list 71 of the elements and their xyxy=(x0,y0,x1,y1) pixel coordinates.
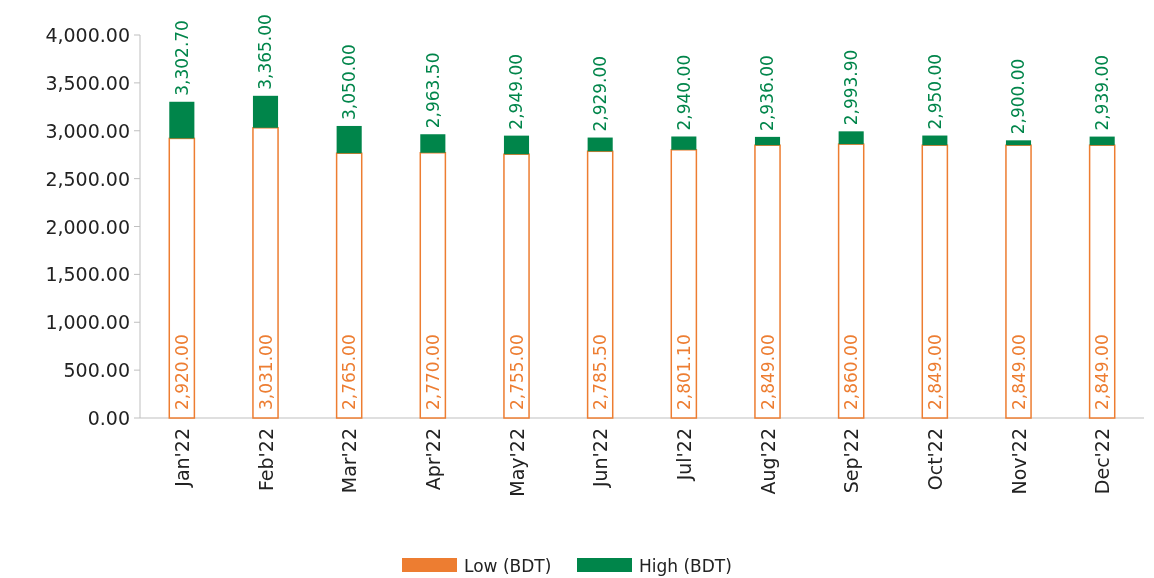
data-label: 2,860.00 xyxy=(841,334,862,410)
total-label: 2,993.90 xyxy=(841,49,862,126)
bar xyxy=(503,153,530,419)
bar xyxy=(419,152,447,419)
total-label: 2,950.00 xyxy=(924,53,945,130)
total-label: 2,936.00 xyxy=(757,55,778,131)
bar xyxy=(169,101,195,139)
bar xyxy=(754,144,781,419)
data-label: 2,801.10 xyxy=(673,334,694,410)
y-tick-label: 3,500.00 xyxy=(45,71,130,94)
bar xyxy=(586,150,614,419)
bar xyxy=(1088,144,1116,419)
data-label: 2,765.00 xyxy=(339,334,360,410)
bar xyxy=(922,135,948,146)
x-tick-label: Sep'22 xyxy=(840,428,863,494)
y-tick-label: 3,000.00 xyxy=(45,119,130,142)
data-label: 2,849.00 xyxy=(1092,334,1113,410)
bar xyxy=(670,149,698,419)
x-tick-label: Dec'22 xyxy=(1091,428,1114,495)
bar xyxy=(754,136,781,146)
y-tick-label: 2,000.00 xyxy=(45,215,130,238)
legend-label: High (BDT) xyxy=(639,556,732,576)
data-label: 2,770.00 xyxy=(422,334,443,410)
x-tick-label: Nov'22 xyxy=(1007,428,1030,495)
total-label: 3,050.00 xyxy=(339,44,360,120)
bar xyxy=(837,143,865,419)
bar xyxy=(921,144,949,419)
x-tick-label: Oct'22 xyxy=(923,428,946,491)
x-tick-label: Jan'22 xyxy=(170,428,193,488)
y-tick-label: 1,500.00 xyxy=(45,263,130,286)
x-tick-label: Jul'22 xyxy=(672,428,695,482)
x-tick-label: Mar'22 xyxy=(338,428,361,494)
total-label: 2,939.00 xyxy=(1092,54,1113,131)
x-tick-label: Apr'22 xyxy=(421,428,444,491)
total-label: 2,963.50 xyxy=(422,52,443,129)
total-label: 2,900.00 xyxy=(1008,58,1029,135)
y-tick-label: 500.00 xyxy=(63,359,130,382)
y-tick-label: 2,500.00 xyxy=(45,167,130,190)
y-tick-label: 1,000.00 xyxy=(45,311,130,334)
data-label: 3,031.00 xyxy=(255,334,276,410)
bar xyxy=(587,137,613,152)
y-tick-label: 0.00 xyxy=(87,407,130,429)
x-tick-label: Feb'22 xyxy=(254,428,277,492)
bar xyxy=(503,135,530,155)
bar xyxy=(168,137,196,419)
bar xyxy=(838,131,864,145)
data-label: 2,849.00 xyxy=(757,334,778,410)
bar xyxy=(336,125,362,154)
bar xyxy=(335,152,363,419)
y-tick-label: 4,000.00 xyxy=(45,24,130,46)
x-tick-label: Jun'22 xyxy=(589,428,612,489)
total-label: 3,302.70 xyxy=(171,20,192,96)
bar xyxy=(1005,144,1032,419)
bar xyxy=(252,95,279,128)
bar xyxy=(420,134,446,153)
data-label: 2,920.00 xyxy=(171,334,192,410)
total-label: 2,929.00 xyxy=(590,55,611,132)
total-label: 2,949.00 xyxy=(506,53,527,130)
x-tick-label: May'22 xyxy=(505,428,528,497)
data-label: 2,755.00 xyxy=(506,334,527,410)
data-label: 2,849.00 xyxy=(1008,334,1029,410)
bar xyxy=(1005,140,1032,146)
legend-label: Low (BDT) xyxy=(464,556,552,576)
x-tick-label: Aug'22 xyxy=(756,428,779,495)
data-label: 2,785.50 xyxy=(590,334,611,410)
bar xyxy=(671,136,697,150)
data-label: 2,849.00 xyxy=(924,334,945,410)
bar xyxy=(252,127,279,419)
total-label: 2,940.00 xyxy=(673,54,694,131)
total-label: 3,365.00 xyxy=(255,14,276,90)
bar xyxy=(1089,136,1115,146)
